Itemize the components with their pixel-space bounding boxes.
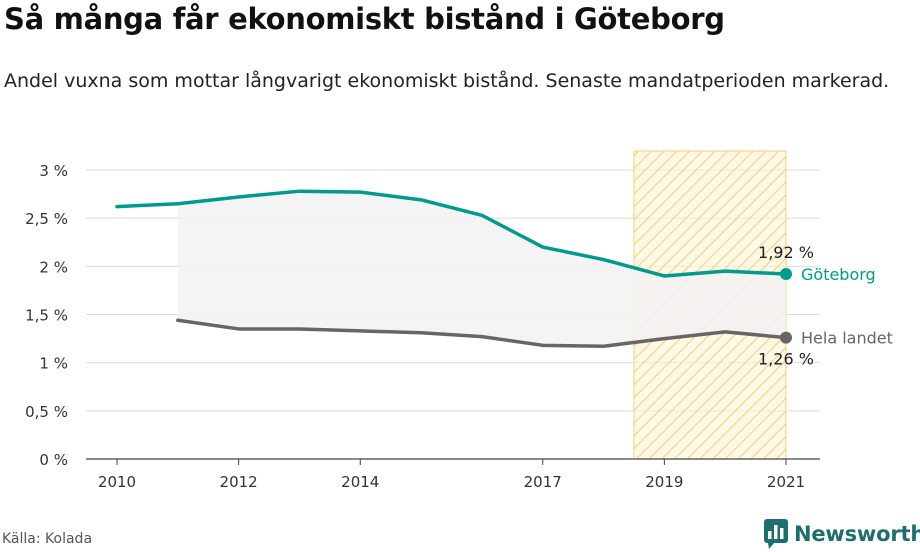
newsworthy-logo-icon	[764, 519, 788, 549]
gap-area-fill	[177, 191, 786, 347]
series-line-0	[115, 189, 788, 278]
gap-area	[177, 191, 786, 347]
axes: 0 % 0,5 % 1 % 1,5 % 2 % 2,5 % 3 % 2010 2012 2014 2…	[25, 162, 820, 491]
series-end-marker-1	[780, 331, 792, 344]
x-tick-label: 2012	[220, 473, 258, 491]
y-tick-label: 3 %	[39, 162, 68, 180]
newsworthy-logo: Newsworthy	[764, 518, 920, 550]
series-name-label: Hela landet	[801, 329, 893, 348]
y-tick-label: 1,5 %	[25, 307, 68, 325]
chart-subtitle: Andel vuxna som mottar långvarigt ekonom…	[4, 70, 890, 92]
y-tick-label: 0 %	[39, 451, 68, 469]
series-name-label: Göteborg	[801, 265, 876, 284]
series-end-value-label: 1,92 %	[758, 243, 814, 262]
x-tick-label: 2021	[767, 473, 805, 491]
chart-title: Så många får ekonomiskt bistånd i Götebo…	[4, 2, 725, 36]
series-end-marker-0	[780, 268, 792, 281]
series-line-1	[176, 318, 788, 349]
y-tick-label: 1 %	[39, 355, 68, 373]
series-end-value-label: 1,26 %	[758, 350, 814, 369]
y-tick-label: 0,5 %	[25, 403, 68, 421]
x-tick-label: 2017	[524, 473, 562, 491]
source-note: Källa: Kolada	[2, 531, 93, 547]
y-tick-label: 2,5 %	[25, 210, 68, 228]
y-tick-label: 2 %	[39, 258, 68, 276]
data-labels: Göteborg 1,92 % Hela landet 1,26 %	[758, 243, 893, 369]
x-tick-label: 2010	[98, 473, 136, 491]
x-tick-label: 2014	[341, 473, 379, 491]
x-tick-label: 2019	[645, 473, 683, 491]
series-lines	[115, 189, 792, 349]
newsworthy-logo-text: Newsworthy	[794, 522, 920, 546]
